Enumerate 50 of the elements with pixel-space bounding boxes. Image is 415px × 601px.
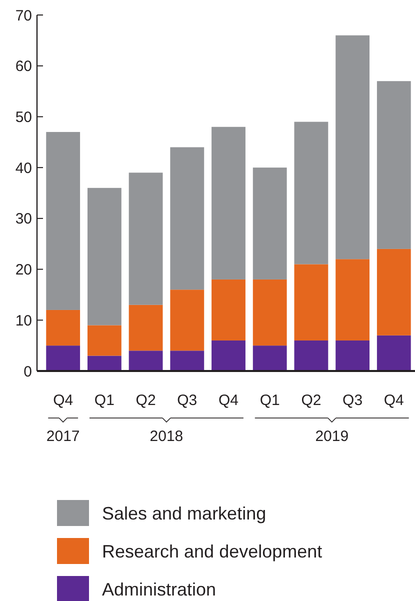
bar (376, 335, 411, 371)
bar (46, 310, 80, 346)
x-tick-label: Q2 (301, 392, 322, 409)
x-tick-label: Q4 (53, 392, 74, 409)
bar (294, 264, 328, 340)
x-tick-label: Q2 (136, 392, 156, 409)
bar (336, 259, 370, 340)
bar (170, 147, 204, 290)
x-tick-label: Q3 (177, 392, 198, 409)
bar (294, 122, 328, 264)
bar (212, 279, 246, 340)
x-tick-label: Q4 (218, 392, 239, 409)
x-tick-label: Q1 (94, 392, 114, 409)
bar (294, 340, 328, 371)
y-tick-label: 60 (15, 58, 32, 76)
bar (128, 172, 163, 305)
y-tick-label: 0 (24, 363, 32, 380)
bar (170, 290, 204, 351)
bar (212, 126, 246, 280)
bar (376, 248, 411, 336)
bar (252, 346, 287, 371)
bar (212, 340, 246, 371)
x-tick-label: Q1 (260, 392, 280, 409)
bar (128, 304, 163, 351)
bar (376, 81, 411, 249)
bar (46, 346, 80, 371)
bar (336, 340, 370, 371)
text: 2017 (46, 428, 80, 445)
bar (87, 325, 122, 356)
legend-label: Administration (102, 579, 216, 600)
bar (87, 188, 122, 326)
y-tick-label: 50 (15, 108, 32, 126)
bar (252, 279, 287, 346)
x-tick-label: Q4 (384, 392, 404, 409)
bar (336, 35, 370, 260)
bar (128, 350, 163, 371)
bar (170, 350, 204, 371)
bar (46, 132, 80, 310)
text: 2018 (150, 428, 184, 445)
y-tick-label: 70 (15, 7, 32, 24)
y-tick-label: 20 (15, 262, 32, 279)
y-tick-label: 30 (15, 210, 32, 228)
legend-label: Research and development (102, 541, 322, 562)
y-tick-label: 40 (15, 160, 32, 177)
x-tick-label: Q3 (342, 392, 363, 409)
text: 2019 (315, 428, 349, 445)
legend-label: Sales and marketing (102, 503, 266, 524)
y-tick-label: 10 (15, 312, 32, 330)
bar (252, 168, 287, 280)
bar (87, 356, 122, 371)
